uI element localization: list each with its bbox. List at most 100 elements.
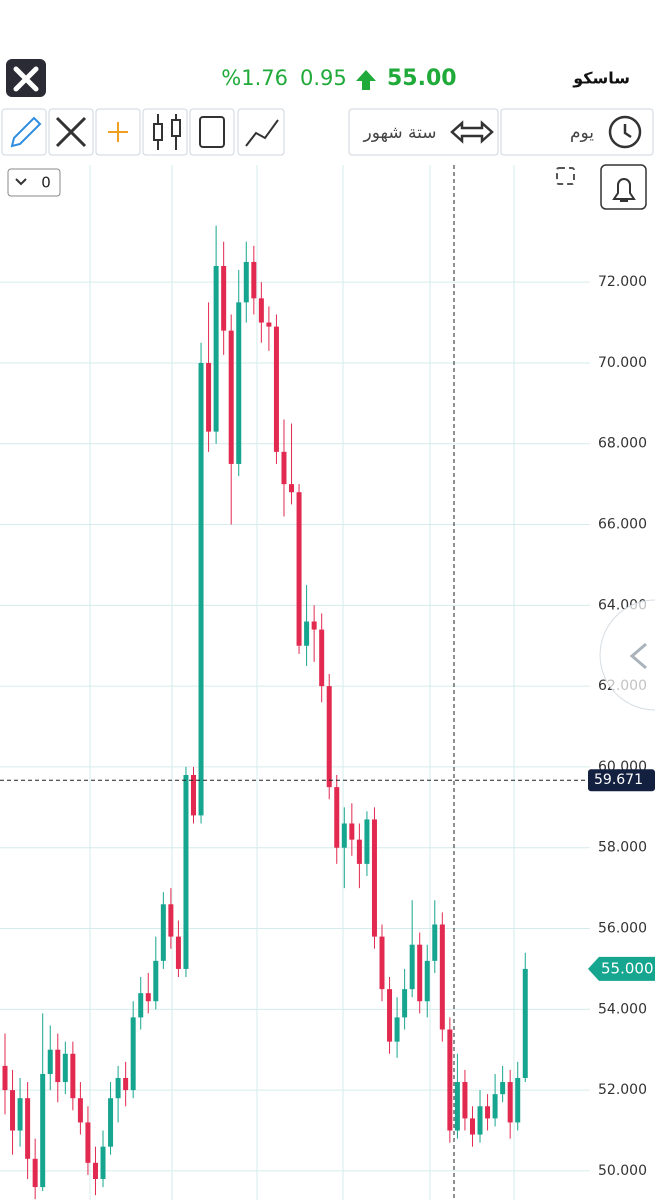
candle-body <box>500 1082 506 1095</box>
candle-body <box>364 819 370 864</box>
candle-body <box>138 993 144 1018</box>
symbol: ساسكو <box>572 69 630 88</box>
candle-body <box>432 924 438 961</box>
candle-body <box>77 1098 83 1123</box>
candle-body <box>462 1082 468 1119</box>
toolbar: ستة شهور يوم <box>1 108 654 156</box>
period-icon <box>450 120 494 144</box>
candle-body <box>341 823 347 848</box>
candle-body <box>334 787 340 848</box>
fullscreen-icon[interactable] <box>556 167 575 185</box>
candle-body <box>515 1077 521 1123</box>
candle-body <box>387 989 393 1042</box>
tools-icon <box>55 116 87 148</box>
y-tick-label: 52.000 <box>598 1082 647 1098</box>
candle-body <box>273 326 279 452</box>
candle-body <box>454 1082 460 1131</box>
candle-body <box>311 621 317 630</box>
candle-body <box>213 265 219 432</box>
dropdown[interactable] <box>7 168 61 197</box>
candle-body <box>326 686 332 788</box>
candle-body <box>522 968 528 1078</box>
candle-body <box>417 944 423 1002</box>
candle-body <box>70 1053 76 1099</box>
candle-body <box>371 819 377 937</box>
candle-icon-body <box>171 119 181 137</box>
candle-body <box>243 261 249 303</box>
price: 55.00 <box>387 66 457 91</box>
candle-body <box>296 492 302 646</box>
candle-body <box>477 1106 483 1135</box>
side-panel-toggle[interactable] <box>599 599 655 711</box>
candle-body <box>394 1017 400 1042</box>
candle-body <box>492 1094 498 1119</box>
crosshair-icon <box>108 122 128 142</box>
crosshair-label: 59.671 <box>594 772 643 788</box>
y-tick-label: 58.000 <box>598 840 647 856</box>
plot: 59.671 55.000 <box>0 165 655 1200</box>
candle-body <box>25 1098 31 1159</box>
candle-body <box>236 302 242 464</box>
candle-body <box>2 1065 8 1091</box>
indicators-icon <box>199 116 225 148</box>
y-tick-label: 68.000 <box>598 436 647 452</box>
history-icon-hands <box>623 124 632 139</box>
candle-body <box>191 775 196 816</box>
candle-body <box>266 322 272 327</box>
change: 0.95 <box>300 66 347 90</box>
chevron <box>629 642 647 670</box>
draw-button[interactable] <box>1 108 47 156</box>
y-tick-label: 50.000 <box>598 1163 647 1179</box>
compare-icon <box>245 119 279 147</box>
candle-body <box>251 261 257 299</box>
candle-body <box>319 629 325 687</box>
candle-body <box>92 1162 98 1179</box>
y-tick-label: 66.000 <box>598 517 647 533</box>
candle-body <box>409 944 415 990</box>
candle-body <box>221 265 227 331</box>
alert-button[interactable] <box>600 164 647 210</box>
candle-body <box>281 451 287 485</box>
candle-body <box>183 775 189 969</box>
candle-body <box>108 1098 114 1147</box>
pencil-icon <box>10 116 42 148</box>
candle-body <box>228 330 234 464</box>
candle-body <box>55 1049 61 1083</box>
candle-body <box>85 1122 91 1163</box>
candle-body <box>175 936 181 969</box>
candle-body <box>258 298 264 323</box>
candle-body <box>304 621 310 646</box>
close-icon <box>13 66 39 92</box>
candle-body <box>198 362 204 816</box>
candle-body <box>160 904 166 961</box>
dropdown-arrow <box>15 178 27 186</box>
candle-body <box>145 993 151 1002</box>
period-button[interactable] <box>348 108 499 156</box>
y-tick-label: 54.000 <box>598 1001 647 1017</box>
candle-body <box>123 1077 129 1091</box>
candle-body <box>485 1106 491 1119</box>
crosshair-label-bg <box>588 769 655 792</box>
candle-body <box>379 936 385 990</box>
candle-body <box>32 1158 38 1188</box>
dropdown-value: 0 <box>41 174 51 192</box>
indicators-button[interactable] <box>189 108 235 156</box>
last-price-tag <box>588 956 655 981</box>
candle-body <box>40 1073 46 1188</box>
candle-body <box>439 924 445 1030</box>
candle-body <box>356 839 362 864</box>
candle-body <box>206 362 212 432</box>
candle-body <box>168 904 174 937</box>
candle-body <box>469 1118 475 1135</box>
bell-icon <box>612 178 636 202</box>
candle-body <box>10 1090 16 1131</box>
candle-body <box>349 823 355 840</box>
compare-button[interactable] <box>237 108 285 156</box>
candle-body <box>289 484 295 493</box>
period-label: ستة شهور <box>363 123 437 143</box>
y-tick-label: 56.000 <box>598 921 647 937</box>
candle-body <box>100 1146 106 1179</box>
candle-body <box>62 1053 68 1083</box>
